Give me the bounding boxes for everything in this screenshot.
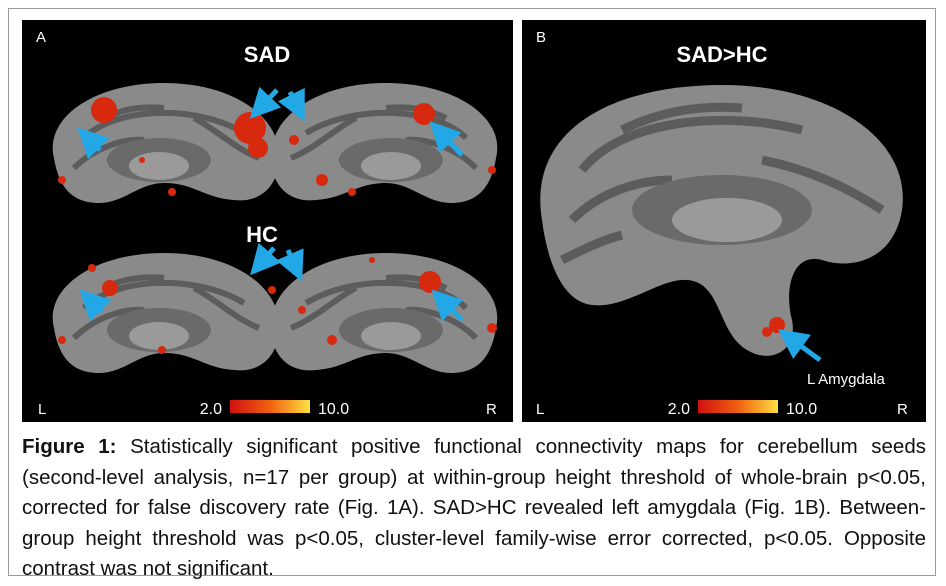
scale-min: 2.0 [668, 401, 690, 418]
scale-max: 10.0 [786, 401, 817, 418]
caption-text: Statistically significant positive funct… [22, 435, 926, 580]
right-label: R [486, 401, 497, 418]
scale-min: 2.0 [200, 401, 222, 418]
color-bar [230, 400, 310, 413]
annotation: L Amygdala [807, 371, 885, 388]
left-label: L [536, 401, 544, 418]
color-bar [698, 400, 778, 413]
panel-a: A SAD HC L R 2.0 10.0 [22, 20, 513, 422]
panel-title: SAD>HC [676, 42, 767, 67]
panel-title: SAD [244, 42, 290, 67]
caption: Figure 1: Statistically significant posi… [22, 432, 926, 585]
scale-max: 10.0 [318, 401, 349, 418]
panel-title: HC [246, 222, 278, 247]
panel-label: A [36, 29, 46, 46]
brain-image [540, 85, 903, 360]
caption-label: Figure 1: [22, 435, 116, 458]
panel-label: B [536, 29, 546, 46]
left-label: L [38, 401, 46, 418]
panel-b: B SAD>HC L Amygdala L R 2.0 10.0 [522, 20, 926, 422]
right-label: R [897, 401, 908, 418]
